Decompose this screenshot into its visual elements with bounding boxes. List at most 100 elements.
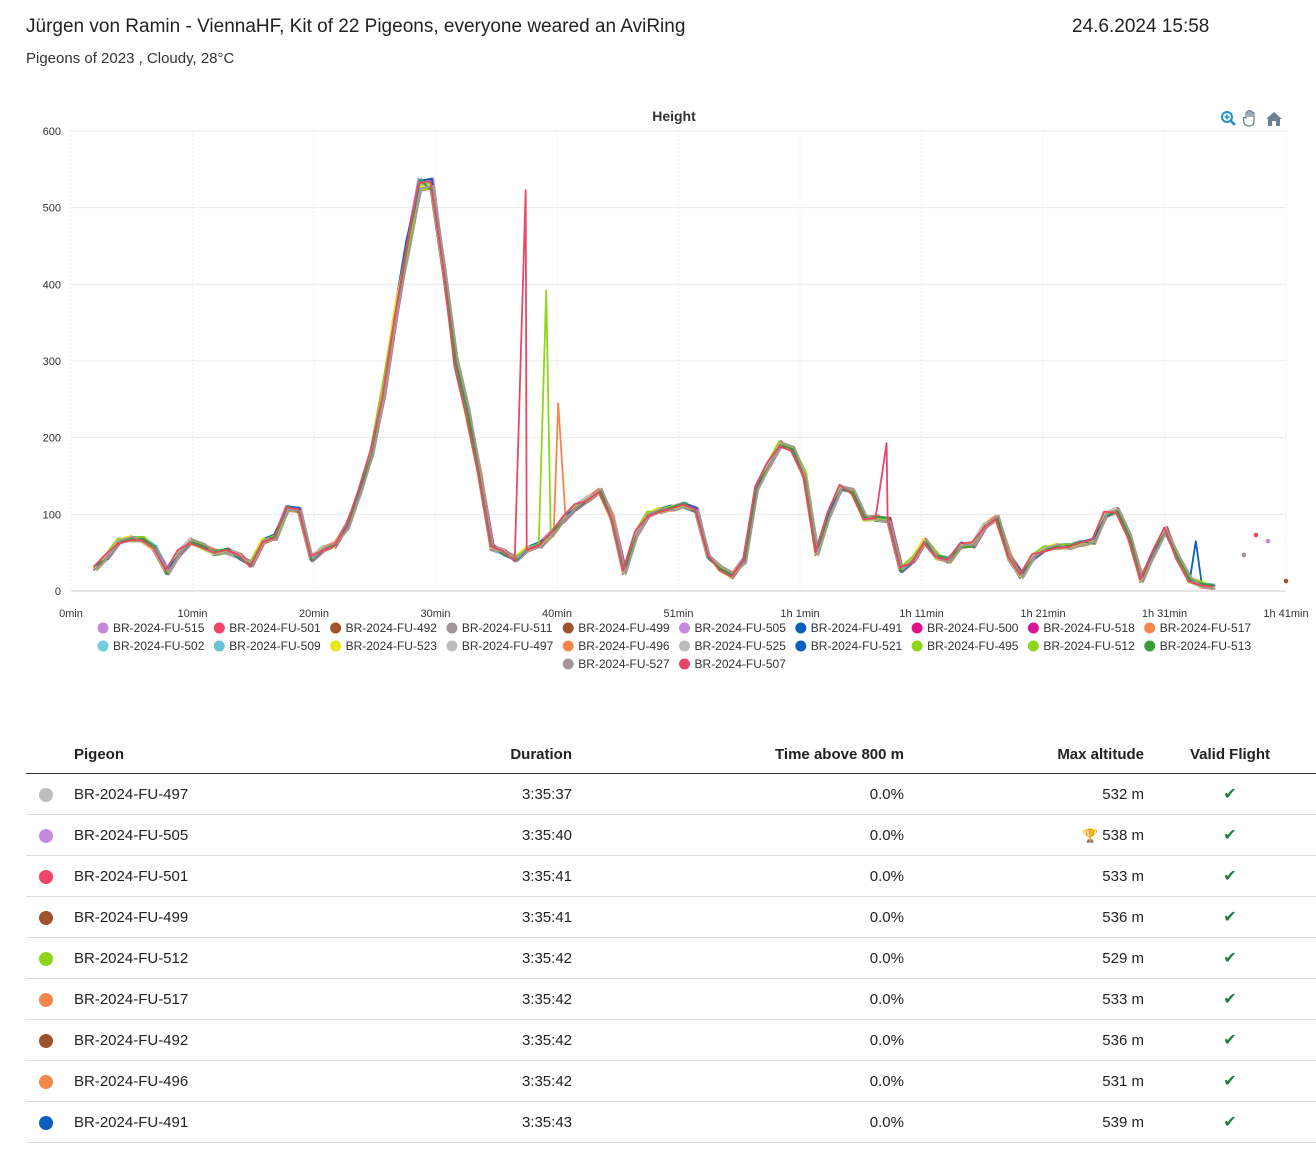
legend-item[interactable]: BR-2024-FU-511: [446, 621, 553, 635]
legend-item[interactable]: BR-2024-FU-527: [562, 657, 670, 671]
checkmark-icon: ✔: [1223, 1073, 1237, 1090]
x-tick-label: 30min: [421, 608, 451, 620]
series-line[interactable]: [94, 180, 1214, 588]
data-point[interactable]: [1265, 538, 1271, 544]
legend-item[interactable]: BR-2024-FU-518: [1027, 621, 1135, 635]
legend-item[interactable]: BR-2024-FU-499: [562, 621, 670, 635]
color-dot-icon: [39, 992, 53, 1007]
max-altitude: 536 m: [904, 1019, 1144, 1061]
legend-label: BR-2024-FU-515: [113, 621, 205, 635]
chart-title: Height: [652, 108, 696, 124]
valid-flight: ✔: [1144, 937, 1316, 979]
legend-item[interactable]: BR-2024-FU-509: [213, 639, 321, 653]
series-line[interactable]: [92, 177, 1213, 586]
valid-flight: ✔: [1144, 814, 1316, 856]
legend-item[interactable]: BR-2024-FU-491: [795, 621, 902, 635]
legend-label: BR-2024-FU-513: [1160, 639, 1252, 653]
legend-item[interactable]: BR-2024-FU-512: [1027, 639, 1135, 653]
legend-item[interactable]: BR-2024-FU-495: [911, 639, 1019, 653]
series-line[interactable]: [92, 187, 1213, 591]
legend-label: BR-2024-FU-509: [229, 639, 321, 653]
table-row[interactable]: BR-2024-FU-499 3:35:41 0.0% 536 m ✔: [26, 896, 1316, 938]
legend-marker: [911, 640, 923, 652]
header-time-above[interactable]: Time above 800 m: [572, 735, 904, 774]
series-line[interactable]: [94, 182, 1214, 589]
legend-marker: [446, 640, 458, 652]
table-row[interactable]: BR-2024-FU-492 3:35:42 0.0% 536 m ✔: [26, 1019, 1316, 1061]
legend-item[interactable]: BR-2024-FU-517: [1144, 621, 1251, 635]
legend-item[interactable]: BR-2024-FU-523: [330, 639, 437, 653]
x-tick-label: 1h 21min: [1020, 608, 1065, 620]
checkmark-icon: ✔: [1223, 1032, 1237, 1049]
series-line[interactable]: [95, 186, 1216, 591]
series-line[interactable]: [94, 178, 1214, 586]
data-point[interactable]: [1241, 552, 1247, 558]
legend-item[interactable]: BR-2024-FU-500: [911, 621, 1019, 635]
data-point[interactable]: [1283, 578, 1289, 584]
table-row[interactable]: BR-2024-FU-497 3:35:37 0.0% 532 m ✔: [26, 773, 1316, 815]
legend-marker: [213, 622, 225, 634]
series-line[interactable]: [92, 180, 1213, 588]
table-row[interactable]: BR-2024-FU-496 3:35:42 0.0% 531 m ✔: [26, 1060, 1316, 1102]
legend-item[interactable]: BR-2024-FU-497: [446, 639, 554, 653]
time-above-800: 0.0%: [572, 896, 904, 938]
pigeon-color-dot: [26, 773, 74, 815]
series-line[interactable]: [95, 177, 1216, 586]
series-line[interactable]: [92, 181, 1213, 589]
page-subtitle: Pigeons of 2023 , Cloudy, 28°C: [26, 50, 235, 67]
legend-item[interactable]: BR-2024-FU-501: [213, 621, 321, 635]
legend-item[interactable]: BR-2024-FU-525: [679, 639, 786, 653]
legend-item[interactable]: BR-2024-FU-496: [562, 639, 670, 653]
legend-item[interactable]: BR-2024-FU-505: [679, 621, 786, 635]
series-line[interactable]: [92, 183, 1213, 590]
legend-label: BR-2024-FU-518: [1043, 621, 1135, 635]
series-line[interactable]: [96, 178, 1216, 586]
series-line[interactable]: [94, 183, 1214, 590]
series-line[interactable]: [94, 177, 1214, 587]
series-line[interactable]: [94, 178, 1214, 587]
flight-duration: 3:35:42: [374, 1019, 572, 1061]
header-pigeon[interactable]: Pigeon: [74, 735, 374, 774]
table-row[interactable]: BR-2024-FU-517 3:35:42 0.0% 533 m ✔: [26, 978, 1316, 1020]
series-line[interactable]: [92, 185, 1213, 590]
legend-item[interactable]: BR-2024-FU-502: [97, 639, 205, 653]
series-line[interactable]: [95, 185, 1216, 590]
checkmark-icon: ✔: [1223, 827, 1237, 844]
legend-label: BR-2024-FU-527: [578, 657, 670, 671]
pigeon-color-dot: [26, 855, 74, 897]
series-line[interactable]: [96, 177, 1216, 587]
series-line[interactable]: [94, 181, 1214, 589]
header-valid-flight[interactable]: Valid Flight: [1144, 735, 1316, 774]
time-above-800: 0.0%: [572, 937, 904, 979]
legend-item[interactable]: BR-2024-FU-515: [97, 621, 205, 635]
header-max-altitude[interactable]: Max altitude: [904, 735, 1144, 774]
header-duration[interactable]: Duration: [374, 735, 572, 774]
zoom-in-icon[interactable]: [1221, 111, 1236, 126]
legend-item[interactable]: BR-2024-FU-507: [679, 657, 786, 671]
home-icon[interactable]: [1266, 112, 1282, 126]
table-row[interactable]: BR-2024-FU-512 3:35:42 0.0% 529 m ✔: [26, 937, 1316, 979]
valid-flight: ✔: [1144, 896, 1316, 938]
legend-item[interactable]: BR-2024-FU-513: [1144, 639, 1251, 653]
data-point[interactable]: [1253, 532, 1259, 538]
legend-item[interactable]: BR-2024-FU-521: [795, 639, 902, 653]
flight-duration: 3:35:42: [374, 937, 572, 979]
x-tick-label: 1h 41min: [1263, 608, 1308, 620]
table-row[interactable]: BR-2024-FU-491 3:35:43 0.0% 539 m ✔: [26, 1101, 1316, 1143]
series-line[interactable]: [95, 178, 1216, 587]
page-title: Jürgen von Ramin - ViennaHF, Kit of 22 P…: [26, 16, 686, 37]
series-line[interactable]: [92, 182, 1213, 589]
color-dot-icon: [39, 951, 53, 966]
pan-hand-icon[interactable]: [1242, 109, 1255, 127]
legend-marker: [330, 622, 342, 634]
pigeon-color-dot: [26, 1019, 74, 1061]
series-line[interactable]: [95, 187, 1216, 591]
legend-marker: [679, 622, 690, 634]
table-row[interactable]: BR-2024-FU-501 3:35:41 0.0% 533 m ✔: [26, 855, 1316, 897]
legend-item[interactable]: BR-2024-FU-492: [330, 621, 437, 635]
pigeon-color-dot: [26, 1060, 74, 1102]
flight-duration: 3:35:42: [374, 978, 572, 1020]
series-line[interactable]: [92, 186, 1213, 591]
table-row[interactable]: BR-2024-FU-505 3:35:40 0.0% 🏆 538 m ✔: [26, 814, 1316, 856]
legend-label: BR-2024-FU-500: [927, 621, 1019, 635]
